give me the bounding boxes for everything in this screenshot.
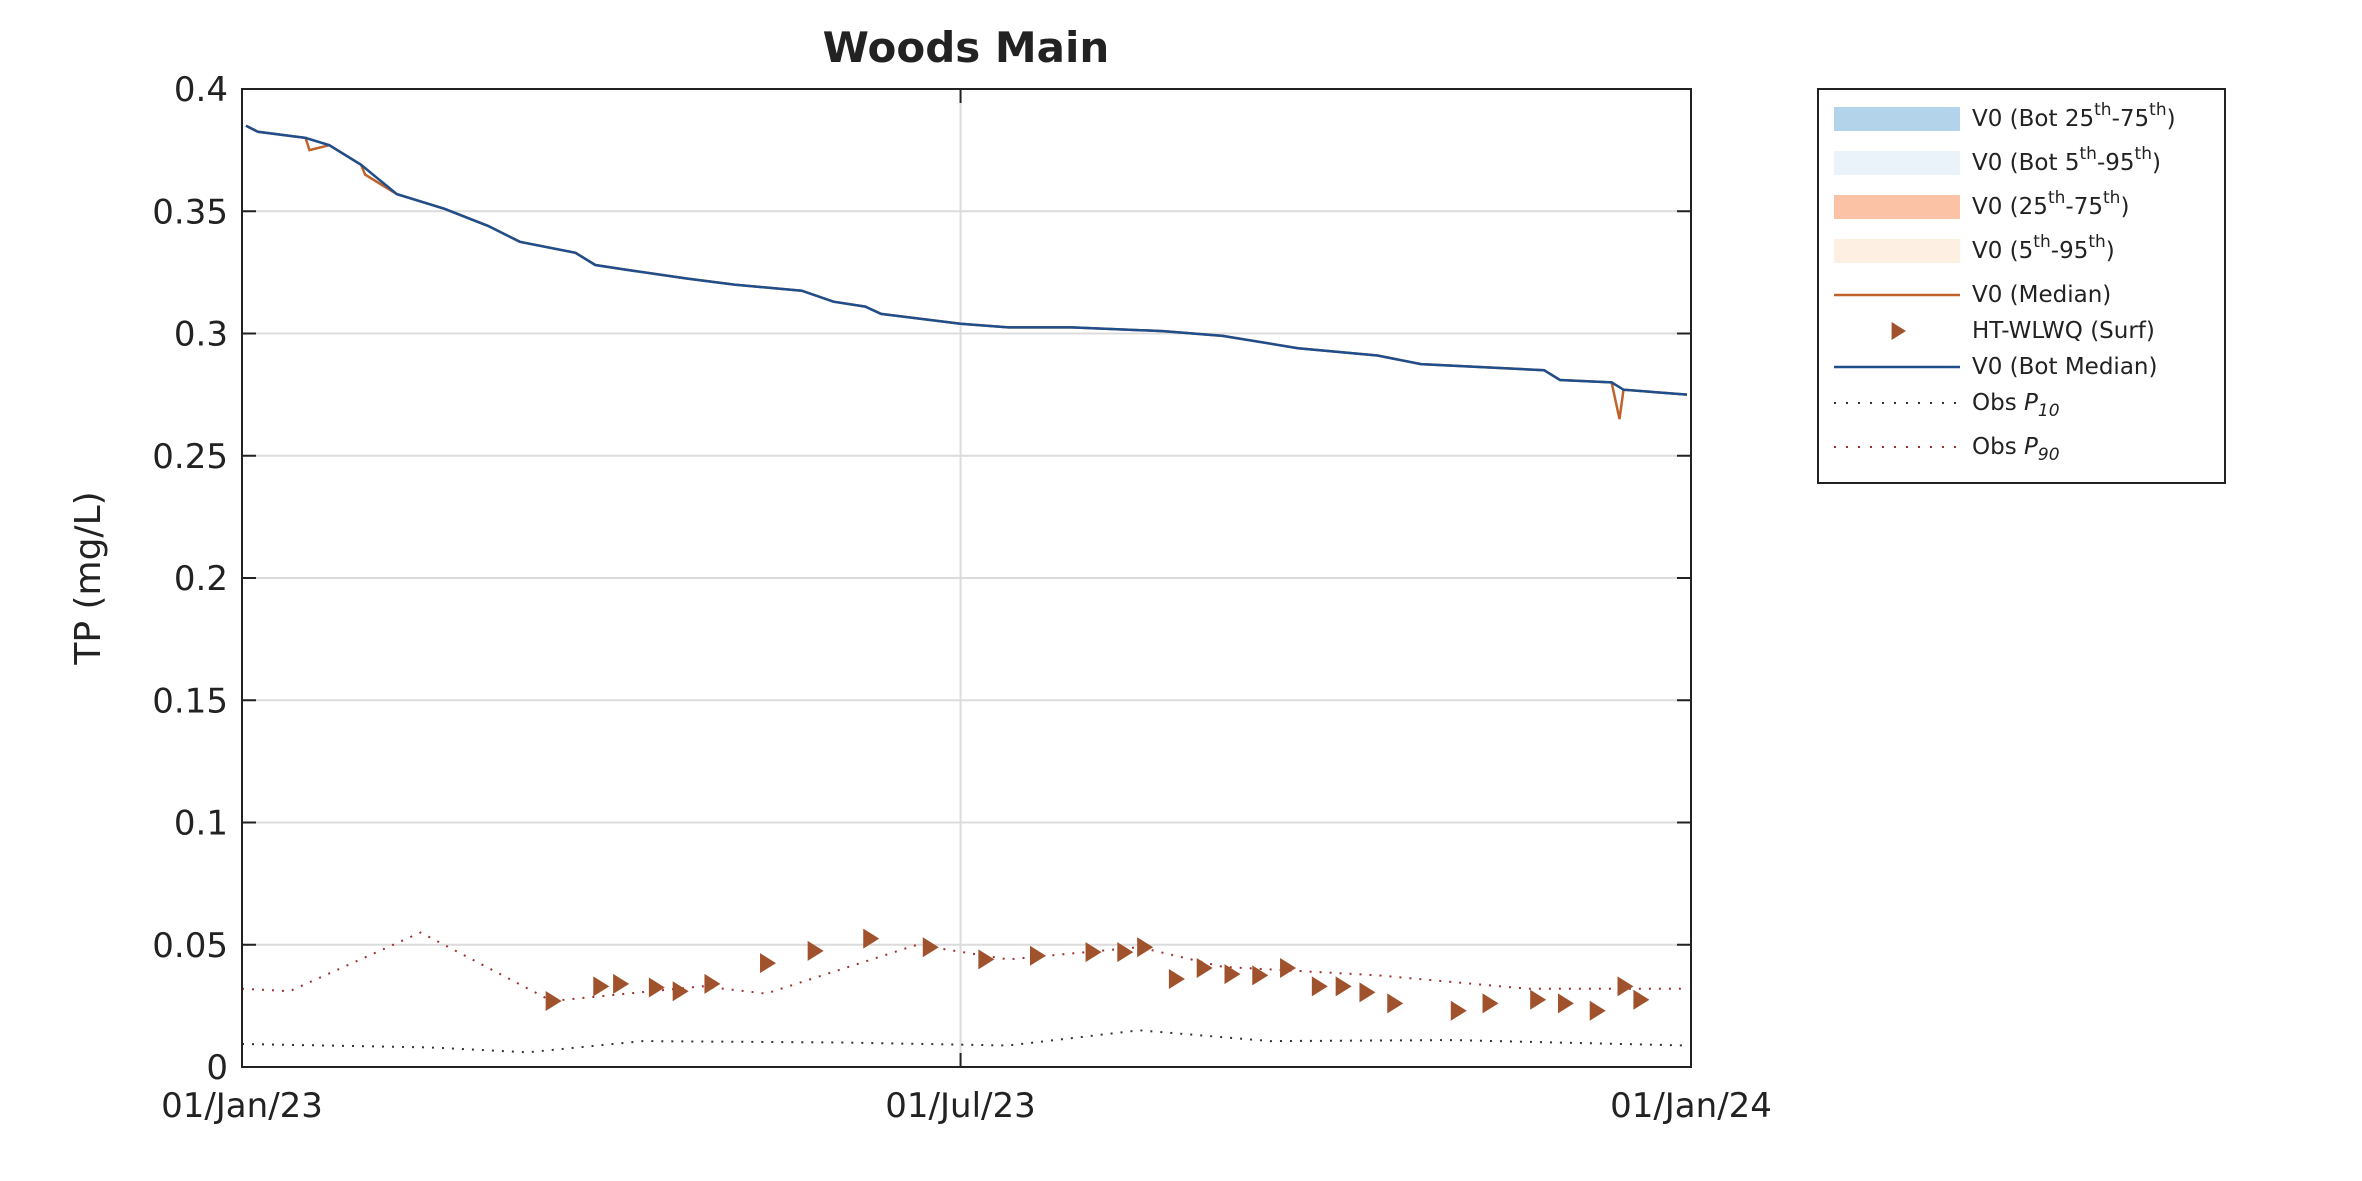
- marker: [1617, 976, 1634, 997]
- marker: [863, 928, 880, 949]
- marker: [1530, 989, 1547, 1010]
- marker: [1224, 964, 1241, 985]
- marker: [1557, 993, 1574, 1014]
- legend-label: Obs P10​: [1972, 390, 2060, 422]
- x-tick-label: 01/Jan/23: [161, 1086, 323, 1126]
- y-axis-label: TP (mg/L): [68, 491, 109, 665]
- legend-swatch: [1891, 322, 1906, 340]
- marker: [807, 940, 824, 961]
- marker: [1137, 937, 1154, 958]
- y-tick-label: 0.15: [152, 681, 228, 721]
- dotted-line: [241, 1029, 1688, 1054]
- legend-frame: [1817, 88, 2226, 484]
- marker: [672, 981, 689, 1002]
- marker: [1335, 976, 1352, 997]
- marker: [613, 973, 630, 994]
- x-tick-label: 01/Jan/24: [1610, 1086, 1772, 1126]
- y-tick-label: 0.05: [152, 926, 228, 966]
- marker: [1280, 957, 1297, 978]
- marker: [1196, 957, 1213, 978]
- marker: [1117, 942, 1134, 963]
- legend-label: V0 (25th​-75th​): [1972, 188, 2129, 220]
- marker: [704, 973, 721, 994]
- marker: [1311, 976, 1328, 997]
- legend-label: V0 (Bot 25th​-75th​): [1972, 100, 2176, 132]
- legend: V0 (Bot 25th​-75th​) V0 (Bot 5th​-95th​) V…: [1817, 88, 2226, 484]
- marker: [1168, 968, 1185, 989]
- marker: [545, 990, 562, 1011]
- marker: [1589, 1000, 1606, 1021]
- marker: [1085, 942, 1102, 963]
- plot-frame: [241, 88, 1692, 1068]
- marker: [1633, 989, 1650, 1010]
- legend-label: Obs P90​: [1972, 434, 2060, 466]
- marker: [648, 977, 665, 998]
- marker: [978, 949, 995, 970]
- dotted-line: [241, 931, 1687, 1003]
- marker: [1252, 965, 1269, 986]
- x-tick-label: 01/Jul/23: [885, 1086, 1035, 1126]
- marker: [1359, 982, 1376, 1003]
- legend-swatch: [1834, 107, 1960, 131]
- y-tick-label: 0.3: [174, 315, 228, 355]
- line: [245, 124, 1688, 396]
- marker: [760, 953, 777, 974]
- legend-label: V0 (Bot Median): [1972, 354, 2157, 380]
- legend-swatch: [1834, 239, 1960, 263]
- y-tick-label: 0.25: [152, 437, 228, 477]
- marker: [1029, 945, 1046, 966]
- marker: [1450, 1000, 1467, 1021]
- legend-label: HT-WLWQ (Surf): [1972, 318, 2155, 344]
- legend-label: V0 (Bot 5th​-95th​): [1972, 144, 2161, 176]
- chart-title: Woods Main: [823, 23, 1110, 72]
- legend-swatch: [1834, 195, 1960, 219]
- legend-label: V0 (5th​-95th​): [1972, 232, 2115, 264]
- legend-swatch: [1834, 151, 1960, 175]
- y-tick-label: 0.1: [174, 804, 228, 844]
- legend-label: V0 (Median): [1972, 282, 2111, 308]
- marker: [1482, 993, 1499, 1014]
- y-tick-label: 0.4: [174, 70, 228, 110]
- y-tick-label: 0.35: [152, 192, 228, 232]
- marker: [922, 937, 939, 958]
- marker: [593, 976, 610, 997]
- marker: [1387, 993, 1404, 1014]
- y-tick-label: 0: [206, 1048, 228, 1088]
- line: [245, 124, 1688, 420]
- y-tick-label: 0.2: [174, 559, 228, 599]
